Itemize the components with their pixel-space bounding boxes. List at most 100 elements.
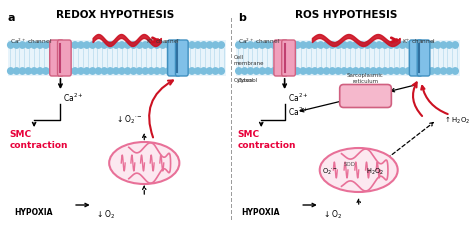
Circle shape	[435, 68, 441, 74]
Circle shape	[452, 68, 458, 74]
Text: b: b	[238, 13, 246, 23]
Circle shape	[8, 68, 14, 74]
Circle shape	[83, 42, 90, 48]
Circle shape	[136, 68, 143, 74]
Circle shape	[142, 42, 148, 48]
Circle shape	[113, 42, 119, 48]
FancyBboxPatch shape	[340, 85, 392, 108]
FancyBboxPatch shape	[168, 40, 180, 76]
Circle shape	[440, 42, 447, 48]
Text: ROS HYPOTHESIS: ROS HYPOTHESIS	[295, 10, 397, 20]
Circle shape	[48, 42, 55, 48]
Circle shape	[8, 42, 14, 48]
Circle shape	[48, 68, 55, 74]
Circle shape	[195, 68, 201, 74]
Circle shape	[183, 68, 189, 74]
Circle shape	[236, 42, 242, 48]
Circle shape	[218, 68, 224, 74]
Circle shape	[446, 68, 453, 74]
Text: Cytosol: Cytosol	[234, 78, 254, 83]
Circle shape	[388, 68, 394, 74]
Circle shape	[417, 42, 423, 48]
Circle shape	[358, 42, 365, 48]
Circle shape	[19, 42, 26, 48]
Circle shape	[353, 42, 359, 48]
Circle shape	[440, 68, 447, 74]
Circle shape	[428, 68, 435, 74]
Circle shape	[78, 42, 84, 48]
Circle shape	[72, 68, 78, 74]
Circle shape	[277, 68, 283, 74]
Circle shape	[353, 68, 359, 74]
Circle shape	[189, 68, 195, 74]
Circle shape	[405, 68, 411, 74]
Circle shape	[154, 68, 160, 74]
Circle shape	[358, 68, 365, 74]
Circle shape	[60, 68, 66, 74]
Circle shape	[300, 68, 306, 74]
Bar	[8, 40, 226, 76]
Text: SMC
contraction: SMC contraction	[238, 130, 296, 150]
Ellipse shape	[320, 148, 398, 192]
Circle shape	[31, 68, 37, 74]
Circle shape	[13, 68, 20, 74]
Circle shape	[335, 42, 341, 48]
Circle shape	[382, 42, 388, 48]
Circle shape	[341, 42, 347, 48]
Circle shape	[312, 68, 318, 74]
Circle shape	[95, 68, 101, 74]
Circle shape	[43, 68, 49, 74]
Circle shape	[177, 42, 183, 48]
Circle shape	[323, 42, 329, 48]
Text: SMC
contraction: SMC contraction	[10, 130, 68, 150]
Circle shape	[271, 42, 277, 48]
Circle shape	[55, 42, 61, 48]
Circle shape	[201, 68, 207, 74]
Circle shape	[172, 68, 178, 74]
Circle shape	[125, 42, 131, 48]
Circle shape	[90, 42, 96, 48]
Circle shape	[446, 42, 453, 48]
Circle shape	[393, 68, 400, 74]
Circle shape	[306, 42, 312, 48]
Circle shape	[242, 42, 248, 48]
Circle shape	[247, 68, 254, 74]
Circle shape	[318, 68, 324, 74]
Circle shape	[107, 68, 113, 74]
FancyBboxPatch shape	[50, 40, 64, 76]
Circle shape	[388, 42, 394, 48]
Circle shape	[393, 42, 400, 48]
Circle shape	[78, 68, 84, 74]
Circle shape	[318, 42, 324, 48]
FancyBboxPatch shape	[274, 40, 288, 76]
Circle shape	[101, 42, 108, 48]
Circle shape	[347, 42, 353, 48]
Circle shape	[242, 68, 248, 74]
Circle shape	[300, 42, 306, 48]
Circle shape	[37, 68, 43, 74]
Text: Sarcoplasmic
reticulum: Sarcoplasmic reticulum	[347, 73, 384, 84]
Text: Ca$^{2+}$ channel: Ca$^{2+}$ channel	[238, 37, 280, 46]
FancyBboxPatch shape	[282, 40, 295, 76]
Circle shape	[417, 68, 423, 74]
Text: $\uparrow$H$_2$O$_2$: $\uparrow$H$_2$O$_2$	[443, 115, 470, 126]
Circle shape	[376, 68, 383, 74]
Circle shape	[288, 42, 294, 48]
Circle shape	[423, 68, 429, 74]
Circle shape	[125, 68, 131, 74]
Circle shape	[370, 42, 376, 48]
Circle shape	[306, 68, 312, 74]
Circle shape	[154, 42, 160, 48]
Circle shape	[207, 42, 213, 48]
Circle shape	[107, 42, 113, 48]
Circle shape	[400, 68, 406, 74]
Circle shape	[365, 68, 371, 74]
Circle shape	[294, 42, 301, 48]
Circle shape	[323, 68, 329, 74]
Circle shape	[207, 68, 213, 74]
Circle shape	[60, 42, 66, 48]
Text: $\downarrow$O$_2$$^{\cdot-}$: $\downarrow$O$_2$$^{\cdot-}$	[115, 113, 143, 126]
Circle shape	[25, 42, 31, 48]
Circle shape	[212, 68, 219, 74]
Circle shape	[148, 42, 154, 48]
